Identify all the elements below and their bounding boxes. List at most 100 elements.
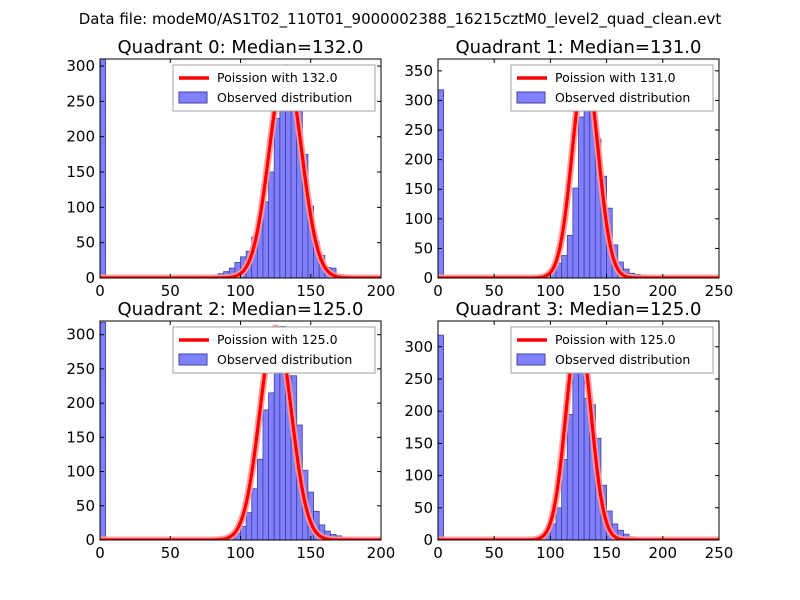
histogram-bar: [245, 512, 253, 540]
panel-title: Quadrant 2: Median=125.0: [118, 299, 364, 320]
y-tick-label: 0: [85, 531, 95, 549]
x-tick-label: 0: [433, 282, 443, 300]
x-tick-label: 250: [705, 282, 734, 300]
histogram-bar: [290, 110, 298, 278]
histogram-bar: [572, 356, 579, 540]
histogram-bar: [279, 105, 286, 278]
histogram-bar: [555, 507, 563, 540]
legend-curve-label: Poission with 132.0: [217, 70, 338, 85]
y-tick-label: 100: [66, 198, 95, 216]
y-tick-label: 150: [66, 428, 95, 446]
y-tick-label: 100: [66, 463, 95, 481]
chart-panel-2: 0 50 100 150 200 0 50 100 150 200 250 300 Quadrant 2…: [66, 299, 395, 562]
legend-bars-label: Observed distribution: [217, 90, 352, 105]
histogram-bar: [438, 334, 445, 540]
histogram-bar: [578, 116, 585, 278]
x-tick-label: 100: [536, 282, 565, 300]
x-tick-label: 200: [367, 544, 396, 562]
x-tick-label: 200: [367, 282, 396, 300]
legend-bars-label: Observed distribution: [555, 90, 690, 105]
y-tick-label: 100: [404, 467, 433, 485]
histogram-bar: [566, 413, 574, 540]
y-tick-label: 0: [85, 269, 95, 287]
legend: Poission with 132.0 Observed distribution: [172, 64, 376, 112]
legend-bars-swatch: [178, 91, 208, 104]
y-tick-label: 250: [66, 360, 95, 378]
y-tick-label: 300: [66, 57, 95, 75]
x-tick-label: 250: [705, 544, 734, 562]
chart-panel-3: 0 50 100 150 200 250 0 50 100 150 200 250 300 Quadran…: [404, 299, 733, 562]
legend-bars-label: Observed distribution: [217, 352, 352, 367]
y-tick-label: 150: [66, 163, 95, 181]
poisson-curve: [100, 65, 381, 278]
panel-title: Quadrant 1: Median=131.0: [456, 37, 702, 58]
histogram-bar: [561, 255, 568, 278]
y-tick-label: 200: [404, 402, 433, 420]
y-tick-label: 50: [414, 239, 433, 257]
x-tick-label: 0: [95, 282, 105, 300]
x-tick-label: 50: [161, 544, 180, 562]
y-tick-label: 50: [76, 234, 95, 252]
histogram-bar: [262, 409, 270, 540]
histogram-bar: [572, 187, 579, 278]
y-tick-label: 300: [66, 326, 95, 344]
y-tick-label: 150: [404, 180, 433, 198]
y-tick-label: 100: [404, 210, 433, 228]
histogram-bar: [285, 93, 292, 278]
axes-frame: [437, 320, 720, 541]
x-tick-label: 100: [226, 544, 255, 562]
y-tick-label: 250: [404, 370, 433, 388]
legend-curve-label: Poission with 125.0: [555, 332, 676, 347]
panel-title: Quadrant 3: Median=125.0: [456, 299, 702, 320]
legend-bars-label: Observed distribution: [555, 352, 690, 367]
y-tick-label: 250: [66, 92, 95, 110]
panel-title: Quadrant 0: Median=132.0: [118, 37, 364, 58]
y-tick-label: 250: [404, 121, 433, 139]
x-tick-label: 150: [592, 544, 621, 562]
x-tick-label: 150: [592, 282, 621, 300]
x-tick-label: 100: [226, 282, 255, 300]
y-tick-label: 200: [66, 128, 95, 146]
legend-curve-label: Poission with 125.0: [217, 332, 338, 347]
axes-frame: [437, 58, 720, 279]
x-tick-label: 150: [296, 282, 325, 300]
y-tick-label: 300: [404, 338, 433, 356]
x-tick-label: 50: [485, 544, 504, 562]
figure-suptitle: Data file: modeM0/AS1T02_110T01_90000023…: [79, 10, 722, 29]
x-tick-label: 100: [536, 544, 565, 562]
y-tick-label: 200: [66, 394, 95, 412]
x-tick-label: 0: [433, 544, 443, 562]
histogram-bar: [268, 392, 275, 540]
legend: Poission with 125.0 Observed distribution: [510, 326, 714, 374]
legend-bars-swatch: [178, 353, 208, 366]
x-tick-label: 50: [161, 282, 180, 300]
chart-panel-1: 0 50 100 150 200 250 0 50 100 150 200 250 300 350 Quad…: [404, 37, 733, 300]
chart-panel-0: 0 50 100 150 200 0 50 100 150 200 250 300 Quadrant 0…: [66, 37, 395, 300]
histogram-bar: [100, 59, 107, 278]
plot-area: [100, 59, 381, 278]
legend: Poission with 125.0 Observed distribution: [172, 326, 376, 374]
legend-bars-swatch: [516, 353, 546, 366]
x-tick-label: 0: [95, 544, 105, 562]
x-tick-label: 200: [648, 544, 677, 562]
legend: Poission with 131.0 Observed distribution: [510, 64, 714, 112]
y-tick-label: 150: [404, 434, 433, 452]
histogram-bar: [100, 321, 107, 540]
histogram-bar: [273, 117, 281, 278]
histogram-bar: [251, 488, 258, 540]
x-tick-label: 50: [485, 282, 504, 300]
histogram-bar: [268, 171, 275, 278]
histogram-bar: [566, 234, 574, 278]
x-tick-label: 200: [648, 282, 677, 300]
histogram-bar: [438, 89, 445, 278]
y-tick-label: 350: [404, 62, 433, 80]
y-tick-label: 0: [423, 269, 433, 287]
y-tick-label: 200: [404, 151, 433, 169]
y-tick-label: 300: [404, 91, 433, 109]
y-tick-label: 0: [423, 531, 433, 549]
y-tick-label: 50: [414, 499, 433, 517]
legend-curve-label: Poission with 131.0: [555, 70, 676, 85]
x-tick-label: 150: [296, 544, 325, 562]
histogram-bar: [256, 458, 264, 540]
